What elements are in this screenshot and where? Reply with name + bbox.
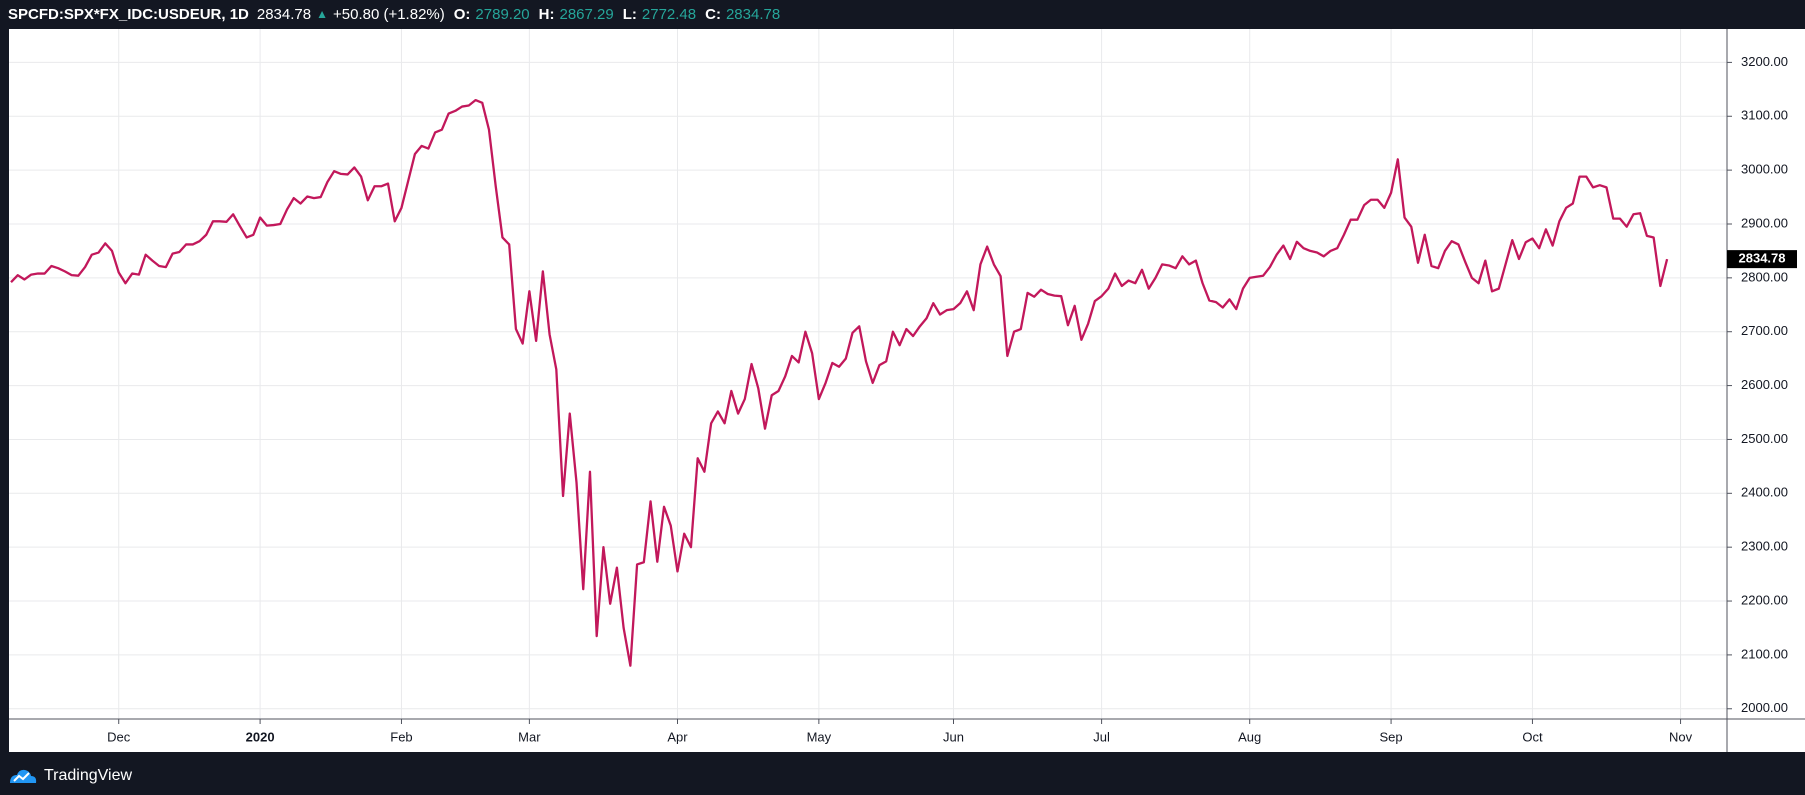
x-tick-label: 2020 (246, 729, 275, 744)
brand[interactable]: TradingView (44, 767, 133, 784)
low-label: L: (622, 5, 637, 23)
y-tick-label: 2900.00 (1741, 215, 1788, 230)
logo[interactable] (8, 766, 38, 786)
chart-panel (9, 29, 1805, 752)
x-tick-label: Oct (1522, 729, 1543, 744)
y-tick-label: 2000.00 (1741, 700, 1788, 715)
last-price-tag (1727, 250, 1797, 269)
y-tick-label: 2100.00 (1741, 646, 1788, 661)
grid (9, 29, 1727, 719)
y-tick-label: 3000.00 (1741, 162, 1788, 177)
close-label: C: (705, 5, 721, 23)
high: 2867.29 (559, 5, 614, 23)
x-tick-label: Jun (943, 729, 964, 744)
x-tick-label: Sep (1380, 729, 1403, 744)
x-tick-label: Apr (667, 729, 688, 744)
x-tick-label: Nov (1669, 729, 1693, 744)
x-tick-label: Jul (1093, 729, 1110, 744)
x-tick-label: Aug (1238, 729, 1261, 744)
legend-bar: SPCFD:SPX*FX_IDC:USDEUR, 1D 2834.78 ▲ +5… (0, 0, 1805, 28)
x-tick-label: Feb (390, 729, 412, 744)
y-tick-label: 2200.00 (1741, 592, 1788, 607)
symbol[interactable]: SPCFD:SPX*FX_IDC:USDEUR, 1D (8, 5, 249, 23)
change: +50.80 (+1.82%) (333, 5, 445, 23)
y-tick-label: 2700.00 (1741, 323, 1788, 338)
last-price: 2834.78 (256, 5, 312, 23)
high-label: H: (538, 5, 555, 23)
close: 2834.78 (725, 5, 781, 23)
y-tick-label: 2400.00 (1741, 485, 1788, 500)
x-tick-label: May (807, 729, 832, 744)
last-price-label: 2834.78 (1739, 251, 1786, 266)
footer: TradingView (8, 763, 132, 789)
up-arrow: ▲ (316, 7, 328, 21)
low: 2772.48 (641, 5, 697, 23)
x-tick-label: Dec (107, 729, 131, 744)
y-tick-label: 2600.00 (1741, 377, 1788, 392)
axes: 2000.00 2100.00 2200.00 2300.00 2400.00 2500.… (107, 54, 1797, 744)
y-tick-label: 3100.00 (1741, 108, 1788, 123)
y-tick-label: 2300.00 (1741, 539, 1788, 554)
price-line (10, 98, 1669, 667)
open-label: O: (453, 5, 471, 23)
y-tick-label: 2800.00 (1741, 269, 1788, 284)
x-tick-label: Mar (518, 729, 541, 744)
chart: 2000.00 2100.00 2200.00 2300.00 2400.00 2500.… (9, 29, 1805, 752)
plot (10, 98, 1669, 667)
open: 2789.20 (475, 5, 530, 23)
y-tick-label: 2500.00 (1741, 431, 1788, 446)
y-tick-label: 3200.00 (1741, 54, 1788, 69)
